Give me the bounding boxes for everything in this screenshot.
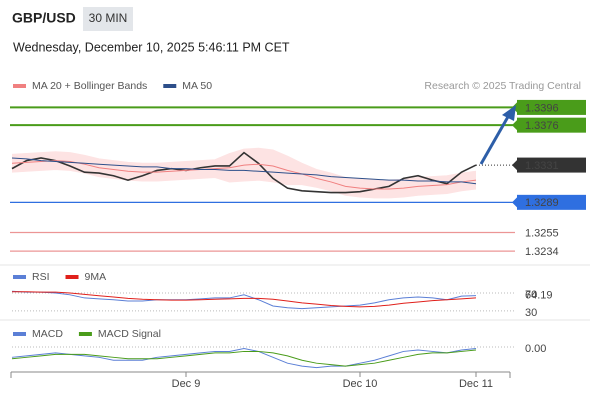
level-box xyxy=(517,99,586,115)
datetime: Wednesday, December 10, 2025 5:46:11 PM … xyxy=(13,40,290,54)
interval: 30 MIN xyxy=(89,11,128,25)
series-line xyxy=(11,157,477,185)
series-line xyxy=(12,291,477,308)
y-tick-label: 0.00 xyxy=(525,343,546,355)
level-box xyxy=(517,194,586,210)
series-line xyxy=(11,160,477,190)
series-line xyxy=(11,290,477,310)
interval-badge xyxy=(83,7,133,31)
legend-label: 9MA xyxy=(85,271,107,283)
level-label: 1.3234 xyxy=(525,246,559,258)
layer: MA 20 + Bollinger Bands MA 50 1.3396 1.3376… xyxy=(10,80,586,390)
legend-swatch xyxy=(13,275,26,279)
x-tick-label: Dec 9 xyxy=(172,378,201,390)
legend-label: MACD Signal xyxy=(98,328,161,340)
band-fill xyxy=(12,148,476,198)
legend-label: RSI xyxy=(32,271,50,283)
level-box xyxy=(517,157,586,173)
series-line xyxy=(11,151,477,194)
level-label: 1.3255 xyxy=(525,227,559,239)
legend-swatch xyxy=(13,332,26,336)
legend-swatch xyxy=(13,84,26,88)
legend-swatch xyxy=(163,84,177,88)
legend-label: MA 50 xyxy=(182,80,212,92)
symbol: GBP/USD xyxy=(12,10,76,26)
level-pointer xyxy=(512,120,517,131)
y-tick-label: 30 xyxy=(525,307,537,319)
legend-swatch xyxy=(65,275,79,279)
forecast-arrow xyxy=(479,114,511,165)
level-label: 1.3376 xyxy=(525,120,559,132)
source: Research © 2025 Trading Central xyxy=(424,80,581,92)
legend-swatch xyxy=(78,332,92,336)
series-line xyxy=(11,347,477,369)
series-line xyxy=(11,349,477,367)
legend-label: MACD xyxy=(32,328,63,340)
legend-label: MA 20 + Bollinger Bands xyxy=(32,80,147,92)
last-value: 64.19 xyxy=(525,290,553,302)
level-pointer xyxy=(512,197,517,208)
y-tick-label: 70 xyxy=(525,289,537,301)
x-tick-label: Dec 11 xyxy=(459,378,493,390)
level-label: 1.3331 xyxy=(525,160,559,172)
band-upper xyxy=(11,147,477,181)
level-label: 1.3396 xyxy=(525,102,559,114)
level-label: 1.3289 xyxy=(525,197,559,209)
level-box xyxy=(517,117,586,133)
band-lower xyxy=(11,169,477,199)
level-pointer xyxy=(512,160,517,171)
x-tick-label: Dec 10 xyxy=(343,378,378,390)
arrow-head xyxy=(502,105,516,121)
